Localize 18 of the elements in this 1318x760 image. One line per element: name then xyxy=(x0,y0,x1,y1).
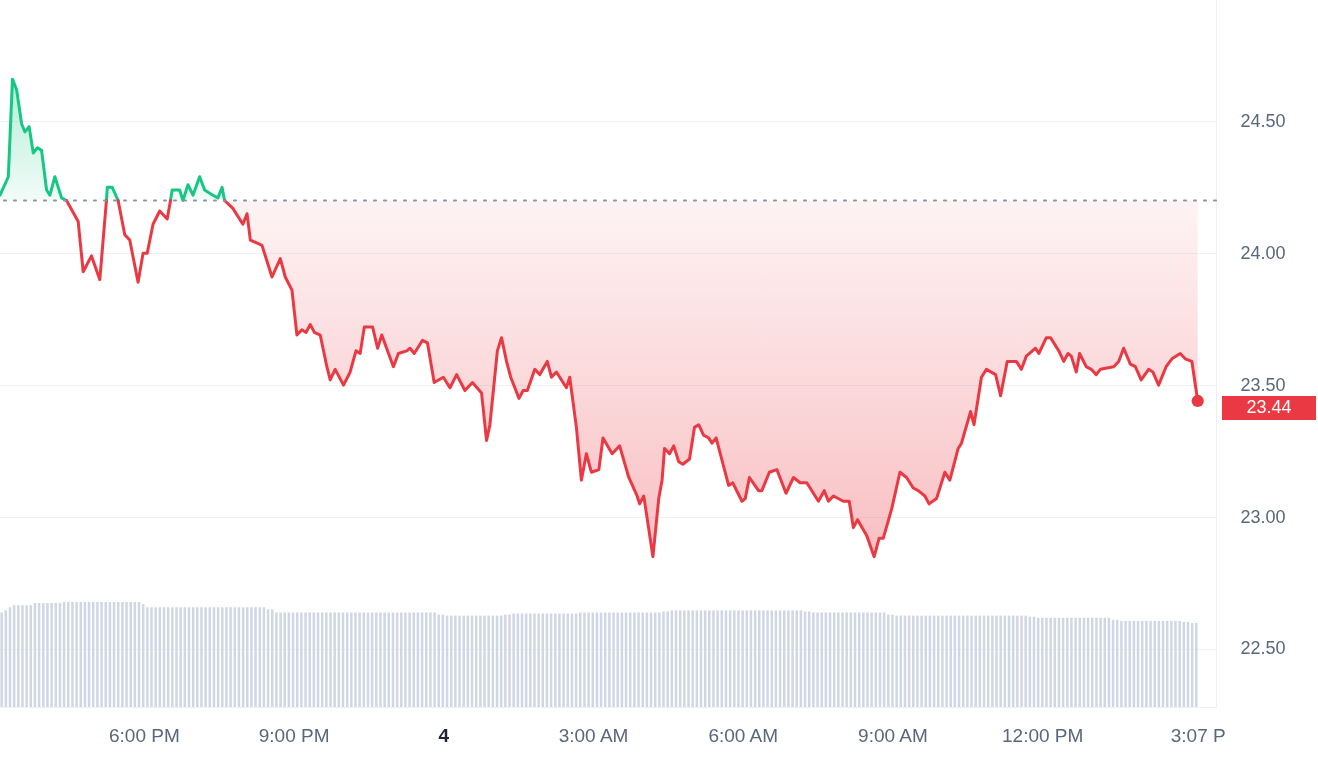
annotation: 23.44 xyxy=(1246,396,1292,417)
y-tick-label: 23.50 xyxy=(1240,374,1286,395)
x-tick-label: 3:00 AM xyxy=(558,724,629,746)
y-tick-label: 24.00 xyxy=(1240,242,1286,263)
bar xyxy=(258,607,261,707)
x-tick-label: 9:00 PM xyxy=(258,724,330,746)
y-tick-label: 23.00 xyxy=(1240,506,1286,527)
x-tick-label: 6:00 AM xyxy=(708,724,779,746)
x-tick-label: 12:00 PM xyxy=(1002,724,1084,746)
x-tick-label: 9:00 AM xyxy=(858,724,928,746)
bar xyxy=(770,610,773,707)
x-tick-label: 3:07 P xyxy=(1170,724,1226,746)
x-tick-label: 4 xyxy=(438,724,450,746)
x-tick-label: 6:00 PM xyxy=(109,724,180,746)
bar xyxy=(937,615,940,707)
bar xyxy=(425,612,428,707)
y-tick-label: 22.50 xyxy=(1240,638,1286,659)
y-tick-label: 24.50 xyxy=(1240,110,1286,131)
